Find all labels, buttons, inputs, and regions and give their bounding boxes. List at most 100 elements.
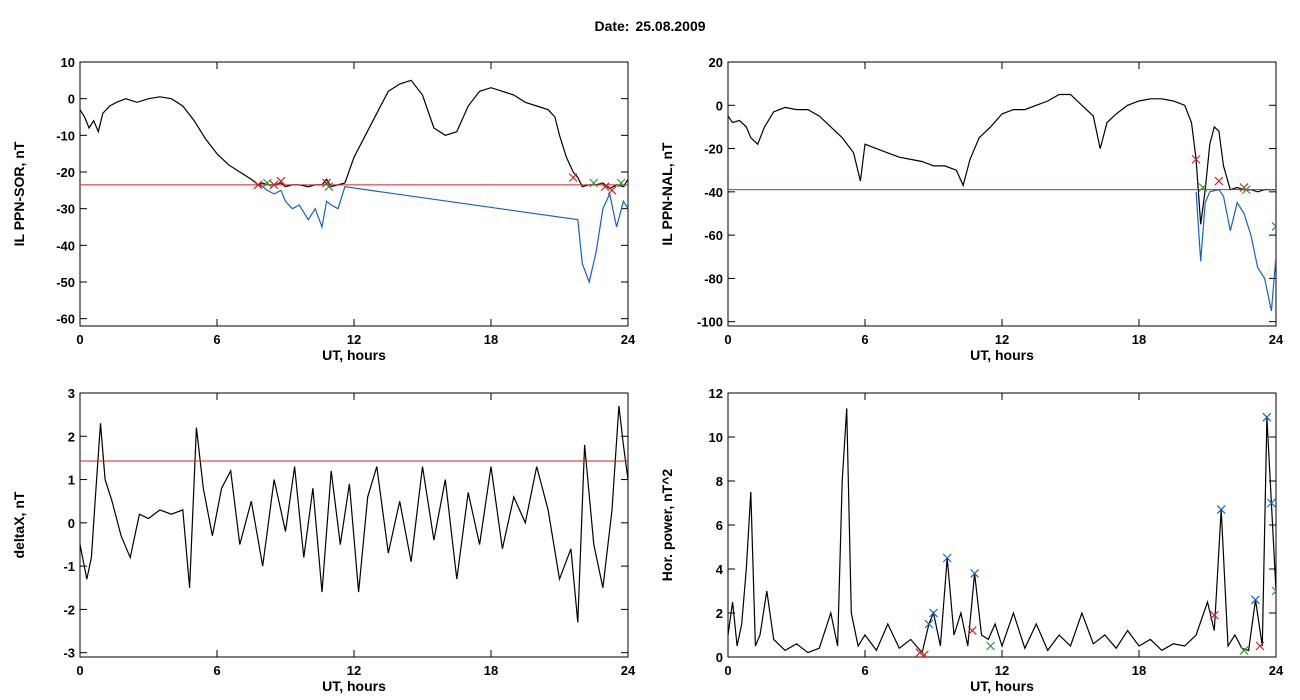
marker-blue [942, 553, 952, 563]
marker-stroke [1262, 412, 1272, 422]
marker-stroke [324, 182, 334, 192]
marker-blue [1216, 505, 1226, 515]
plot-frame [79, 392, 629, 658]
marker-stroke [1191, 154, 1201, 164]
x-tick-label: 6 [213, 663, 220, 678]
x-tick-label: 18 [1132, 663, 1146, 678]
marker-green [616, 178, 626, 188]
y-tick-label: -40 [704, 185, 723, 200]
x-tick-label: 0 [76, 332, 83, 347]
x-tick-label: 18 [1132, 332, 1146, 347]
plot-area [728, 408, 1276, 657]
marker-blue [970, 568, 980, 578]
marker-stroke [924, 619, 934, 629]
x-tick-label: 18 [484, 663, 498, 678]
marker-stroke [607, 185, 617, 195]
date-label: Date: [594, 18, 630, 34]
marker-stroke [262, 178, 272, 188]
marker-blue [929, 608, 938, 618]
marker-stroke [253, 180, 263, 190]
y-axis-label: Hor. power, nT^2 [659, 469, 675, 582]
x-tick-label: 24 [621, 663, 636, 678]
marker-stroke [276, 176, 286, 186]
marker-green [1239, 645, 1249, 655]
y-tick-label: -80 [704, 271, 723, 286]
x-tick-label: 6 [861, 332, 868, 347]
y-tick-label: 2 [68, 429, 75, 444]
series-line-1 [728, 408, 1276, 654]
marker-red [1255, 641, 1265, 651]
marker-red [967, 626, 977, 636]
plot-area [80, 405, 628, 623]
marker-green [986, 641, 996, 651]
y-tick-label: 0 [716, 98, 723, 113]
plot-frame [727, 61, 1277, 327]
x-axis-label: UT, hours [322, 678, 386, 694]
marker-stroke [568, 173, 578, 182]
y-tick-label: -100 [697, 315, 723, 330]
series-line-1 [80, 79, 628, 190]
marker-red [600, 182, 610, 192]
marker-red [1191, 154, 1201, 164]
y-tick-label: -20 [704, 142, 723, 157]
marker-red [607, 185, 617, 195]
y-tick-label: -1 [63, 559, 75, 574]
marker-blue [924, 619, 934, 629]
marker-red [269, 180, 279, 190]
plot-frame [727, 392, 1277, 658]
series-line-1 [728, 93, 1276, 225]
marker-red [568, 173, 578, 182]
marker-stroke [1239, 645, 1249, 655]
x-tick-label: 6 [213, 332, 220, 347]
y-tick-label: 0 [68, 516, 75, 531]
y-tick-label: 0 [68, 92, 75, 107]
y-tick-label: -60 [704, 228, 723, 243]
marker-green [1271, 222, 1276, 231]
x-axis-label: UT, hours [970, 678, 1034, 694]
marker-green [1271, 586, 1276, 596]
y-tick-label: -3 [63, 646, 75, 661]
marker-stroke [1271, 225, 1276, 231]
y-tick-label: 1 [68, 473, 75, 488]
marker-red [1209, 610, 1219, 620]
y-tick-label: -60 [56, 312, 75, 327]
y-tick-label: 2 [716, 606, 723, 621]
marker-green [589, 178, 599, 188]
x-axis-label: UT, hours [322, 347, 386, 363]
y-axis-label: IL PPN-SOR, nT [11, 141, 27, 246]
x-tick-label: 0 [76, 663, 83, 678]
marker-stroke [1267, 498, 1276, 508]
marker-blue [1262, 412, 1272, 422]
x-tick-label: 6 [861, 663, 868, 678]
marker-red [915, 648, 925, 657]
chart-panel-1: 0 6 12 18 24 -60 -50 -40 -30 -20 -10 0 10 UT, hours IL… [11, 55, 636, 363]
marker-red [1214, 176, 1224, 186]
marker-stroke [1255, 641, 1265, 651]
marker-stroke [921, 650, 929, 657]
marker-stroke [600, 182, 610, 192]
marker-stroke [1209, 610, 1219, 620]
marker-stroke [929, 608, 938, 618]
y-tick-label: 8 [716, 474, 723, 489]
chart-panel-2: 0 6 12 18 24 -100 -80 -60 -40 -20 0 20 UT, hours IL P… [659, 55, 1284, 363]
y-tick-label: -30 [56, 202, 75, 217]
marker-blue [1251, 595, 1260, 605]
marker-stroke [915, 648, 925, 657]
marker-stroke [1271, 586, 1276, 592]
x-tick-label: 24 [621, 332, 636, 347]
y-tick-label: -40 [56, 238, 75, 253]
plot-area [728, 93, 1276, 312]
y-tick-label: 12 [709, 386, 723, 401]
marker-green [262, 178, 272, 188]
y-tick-label: 3 [68, 386, 75, 401]
marker-stroke [970, 568, 980, 578]
y-tick-label: 10 [61, 55, 75, 70]
marker-stroke [986, 641, 996, 651]
marker-blue [1267, 498, 1276, 508]
marker-stroke [616, 178, 626, 188]
y-tick-label: 20 [709, 55, 723, 70]
y-tick-label: -10 [56, 128, 75, 143]
